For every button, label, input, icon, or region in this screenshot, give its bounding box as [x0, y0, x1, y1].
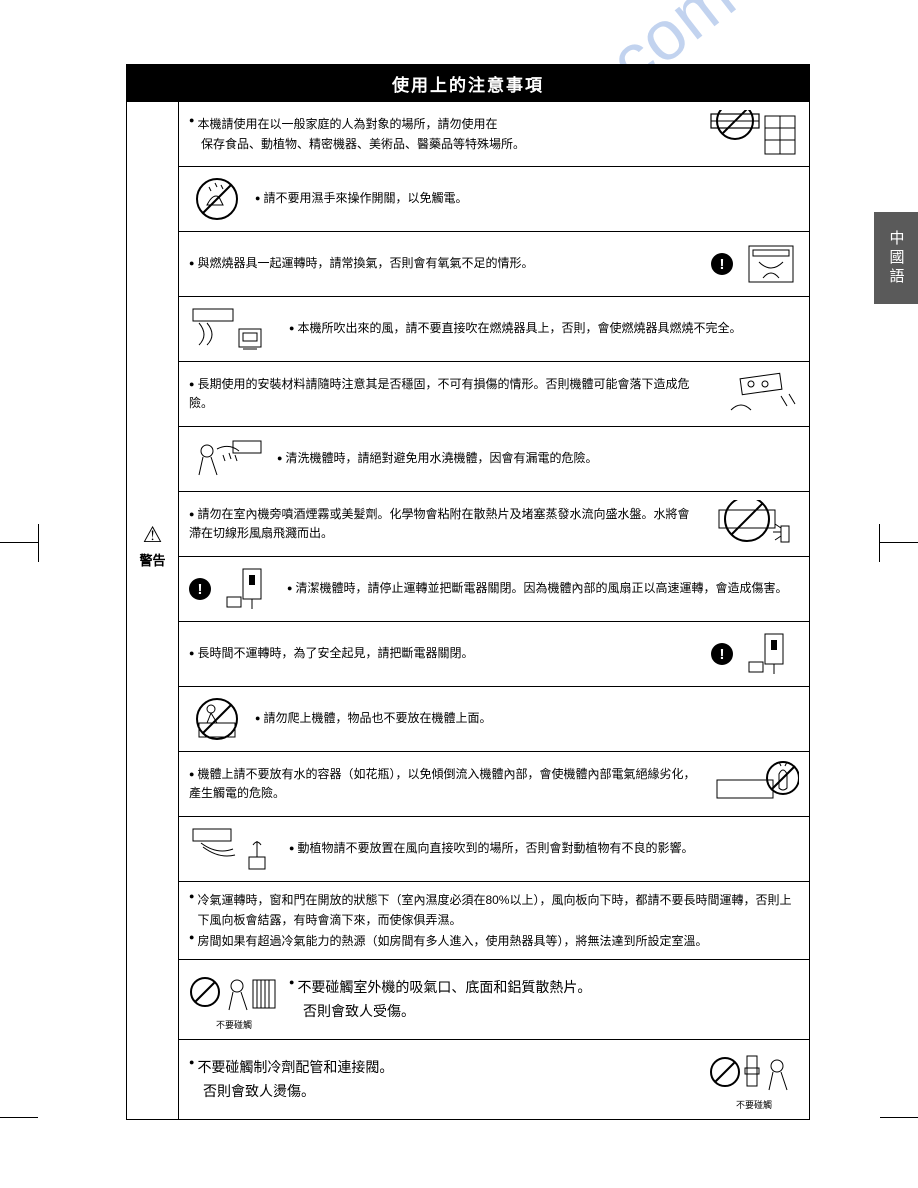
- breaker-icon: [743, 630, 799, 678]
- precaution-text: 請不要用濕手來操作開關，以免觸電。: [255, 189, 799, 208]
- exclamation-icon: !: [711, 253, 733, 275]
- precaution-row: 清洗機體時，請絕對避免用水澆機體，因會有漏電的危險。: [179, 427, 809, 492]
- falling-unit-icon: [721, 370, 799, 418]
- precaution-row: 機體上請不要放有水的容器（如花瓶），以免傾倒流入機體內部，會使機體內部電氣絕緣劣…: [179, 752, 809, 817]
- precaution-text: 本機請使用在以一般家庭的人為對象的場所，請勿使用在: [189, 114, 699, 134]
- wash-person-icon: [189, 435, 267, 483]
- precaution-row: 請不要用濕手來操作開關，以免觸電。: [179, 167, 809, 232]
- breaker-icon: [221, 565, 277, 613]
- crop-mark: [880, 1117, 918, 1118]
- precaution-row: 冷氣運轉時，窗和門在開放的狀態下（室內濕度必須在80%以上），風向板向下時，都請…: [179, 882, 809, 960]
- precaution-row: 本機請使用在以一般家庭的人為對象的場所，請勿使用在 保存食品、動植物、精密機器、…: [179, 102, 809, 167]
- precaution-text: 冷氣運轉時，窗和門在開放的狀態下（室內濕度必須在80%以上），風向板向下時，都請…: [189, 890, 799, 931]
- page-title: 使用上的注意事項: [127, 65, 809, 102]
- icon-caption: 不要碰觸: [709, 1098, 799, 1111]
- window-vent-icon: [743, 240, 799, 288]
- precaution-text: 動植物請不要放置在風向直接吹到的場所，否則會對動植物有不良的影響。: [289, 839, 799, 858]
- wet-hand-icon: [189, 175, 245, 223]
- precaution-text: 與燃燒器具一起運轉時，請常換氣，否則會有氧氣不足的情形。: [189, 254, 701, 273]
- precaution-rows: 本機請使用在以一般家庭的人為對象的場所，請勿使用在 保存食品、動植物、精密機器、…: [179, 102, 809, 1119]
- precaution-text: 請勿在室內機旁噴酒煙霧或美髮劑。化學物會粘附在散熱片及堵塞蒸發水流向盛水盤。水將…: [189, 505, 699, 543]
- precaution-row: 不要碰觸制冷劑配管和連接閥。 否則會致人燙傷。 不要碰觸: [179, 1040, 809, 1119]
- precaution-text: 長期使用的安裝材料請隨時注意其是否穩固，不可有損傷的情形。否則機體可能會落下造成…: [189, 375, 711, 413]
- precaution-text: 不要碰觸室外機的吸氣口、底面和鋁質散熱片。: [289, 976, 799, 1000]
- precaution-row: 長期使用的安裝材料請隨時注意其是否穩固，不可有損傷的情形。否則機體可能會落下造成…: [179, 362, 809, 427]
- precaution-text: 本機所吹出來的風，請不要直接吹在燃燒器具上，否則，會使燃燒器具燃燒不完全。: [289, 319, 799, 338]
- crop-mark: [38, 524, 39, 562]
- precaution-row: 動植物請不要放置在風向直接吹到的場所，否則會對動植物有不良的影響。: [179, 817, 809, 882]
- crop-mark: [879, 524, 880, 562]
- vase-ac-icon: [709, 760, 799, 808]
- precaution-text: 長時間不運轉時，為了安全起見，請把斷電器關閉。: [189, 644, 701, 663]
- precaution-row: 請勿爬上機體，物品也不要放在機體上面。: [179, 687, 809, 752]
- ac-boxes-icon: [709, 110, 799, 158]
- manual-page: 使用上的注意事項 ⚠ 警告 本機請使用在以一般家庭的人為對象的場所，請勿使用在 …: [126, 64, 810, 1120]
- precaution-row: 請勿在室內機旁噴酒煙霧或美髮劑。化學物會粘附在散熱片及堵塞蒸發水流向盛水盤。水將…: [179, 492, 809, 557]
- climb-unit-icon: [189, 695, 245, 743]
- precaution-row: 不要碰觸 不要碰觸室外機的吸氣口、底面和鋁質散熱片。 否則會致人受傷。: [179, 960, 809, 1040]
- touch-fins-icon: [189, 968, 279, 1016]
- crop-mark: [0, 1117, 38, 1118]
- precaution-text: 不要碰觸制冷劑配管和連接閥。: [189, 1056, 699, 1080]
- exclamation-icon: !: [711, 643, 733, 665]
- precaution-text: 請勿爬上機體，物品也不要放在機體上面。: [255, 709, 799, 728]
- precaution-row: ! 清潔機體時，請停止運轉並把斷電器關閉。因為機體內部的風扇正以高速運轉，會造成…: [179, 557, 809, 622]
- precaution-text: 房間如果有超過冷氣能力的熱源（如房間有多人進入，使用熱器具等），將無法達到所設定…: [189, 931, 799, 951]
- ac-heater-icon: [189, 305, 279, 353]
- warning-icon: ⚠: [127, 522, 178, 548]
- warning-label: 警告: [127, 550, 178, 569]
- precaution-row: 與燃燒器具一起運轉時，請常換氣，否則會有氧氣不足的情形。 !: [179, 232, 809, 297]
- plant-wind-icon: [189, 825, 279, 873]
- icon-caption: 不要碰觸: [189, 1018, 279, 1031]
- precaution-row: 長時間不運轉時，為了安全起見，請把斷電器關閉。 !: [179, 622, 809, 687]
- precaution-text: 否則會致人燙傷。: [189, 1080, 699, 1104]
- crop-mark: [880, 542, 918, 543]
- precaution-text: 否則會致人受傷。: [289, 1000, 799, 1024]
- precaution-text: 機體上請不要放有水的容器（如花瓶），以免傾倒流入機體內部，會使機體內部電氣絕緣劣…: [189, 765, 699, 803]
- language-tab: 中國語: [874, 212, 918, 304]
- crop-mark: [0, 542, 38, 543]
- spray-ac-icon: [709, 500, 799, 548]
- precaution-text: 清洗機體時，請絕對避免用水澆機體，因會有漏電的危險。: [277, 449, 799, 468]
- precaution-text: 清潔機體時，請停止運轉並把斷電器關閉。因為機體內部的風扇正以高速運轉，會造成傷害…: [287, 579, 799, 598]
- precaution-row: 本機所吹出來的風，請不要直接吹在燃燒器具上，否則，會使燃燒器具燃燒不完全。: [179, 297, 809, 362]
- touch-pipe-icon: [709, 1048, 799, 1096]
- exclamation-icon: !: [189, 578, 211, 600]
- warning-column: ⚠ 警告: [127, 102, 179, 1119]
- precaution-text: 保存食品、動植物、精密機器、美術品、醫藥品等特殊場所。: [189, 134, 699, 154]
